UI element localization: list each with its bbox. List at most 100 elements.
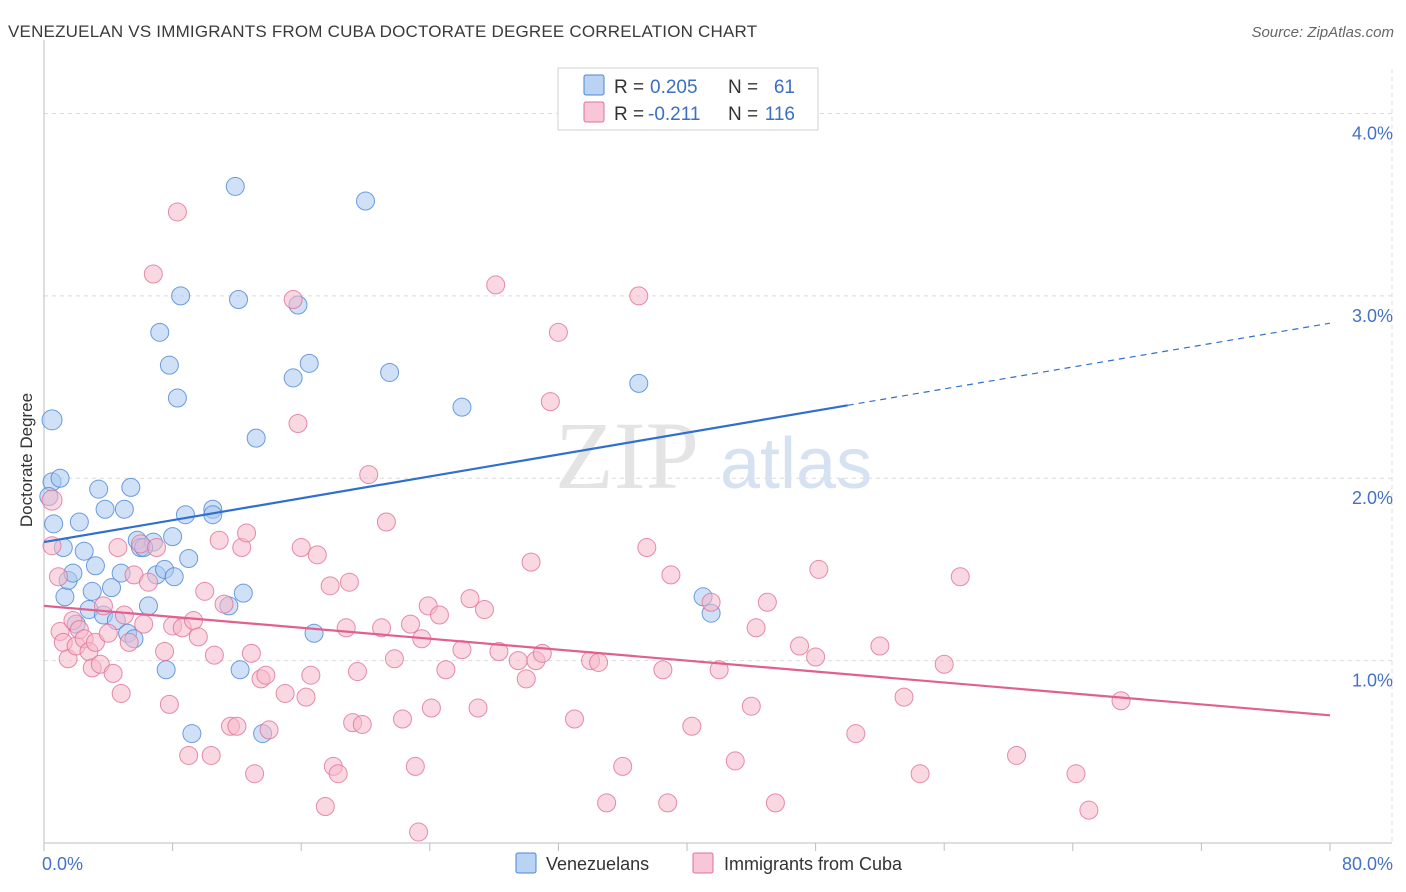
cuba-point-105 <box>741 696 761 716</box>
legend-swatch-venezuelans <box>583 74 605 96</box>
cuba-point-12 <box>85 632 105 652</box>
cuba-point-65 <box>359 465 379 485</box>
venezuelans-point-44 <box>230 660 250 680</box>
venezuelans-point-9 <box>69 512 89 532</box>
cuba-point-33 <box>183 610 203 630</box>
cuba-point-23 <box>134 614 154 634</box>
cuba-point-91 <box>564 709 584 729</box>
cuba-point-45 <box>245 764 265 784</box>
cuba-point-85 <box>516 669 536 689</box>
y-tick-label-0: 1.0% <box>1352 671 1393 691</box>
cuba-point-94 <box>597 793 617 813</box>
cuba-point-114 <box>894 687 914 707</box>
cuba-point-77 <box>436 660 456 680</box>
cuba-point-38 <box>209 530 229 550</box>
cuba-point-98 <box>653 660 673 680</box>
cuba-point-30 <box>167 202 187 222</box>
cuba-point-63 <box>347 662 367 682</box>
cuba-point-102 <box>701 592 721 612</box>
cuba-point-71 <box>405 756 425 776</box>
cuba-point-55 <box>307 545 327 565</box>
y-tick-labels: 1.0% 2.0% 3.0% 4.0% <box>1352 123 1393 690</box>
venezuelans-point-37 <box>179 548 199 568</box>
venezuelans-trend-line <box>43 404 848 544</box>
legend-n-label-0: N = <box>728 77 758 98</box>
cuba-point-93 <box>589 652 609 672</box>
venezuelans-point-35 <box>171 286 191 306</box>
cuba-point-26 <box>147 538 167 558</box>
cuba-point-60 <box>336 618 356 638</box>
venezuelans-point-17 <box>102 578 122 598</box>
bottom-legend-cuba: Immigrants from Cuba <box>724 854 903 874</box>
venezuelans-point-31 <box>163 527 183 547</box>
cuba-point-95 <box>613 756 633 776</box>
venezuelans-point-0 <box>41 409 63 431</box>
axes <box>43 40 1392 851</box>
cuba-point-52 <box>291 538 311 558</box>
source-label: Source: ZipAtlas.com <box>1251 24 1394 41</box>
cuba-point-96 <box>629 286 649 306</box>
venezuelans-point-47 <box>283 368 303 388</box>
legend-n-value-0: 61 <box>774 77 795 98</box>
cuba-point-35 <box>195 581 215 601</box>
venezuelans-point-53 <box>452 397 472 417</box>
venezuelans-point-12 <box>82 581 102 601</box>
cuba-point-81 <box>474 600 494 620</box>
legend-swatch-cuba <box>583 101 605 123</box>
cuba-point-109 <box>790 636 810 656</box>
cuba-point-89 <box>540 392 560 412</box>
venezuelans-point-50 <box>304 623 324 643</box>
cuba-point-112 <box>846 724 866 744</box>
cuba-point-66 <box>372 618 392 638</box>
venezuelans-point-33 <box>159 355 179 375</box>
cuba-point-75 <box>421 698 441 718</box>
cuba-points <box>41 202 1131 842</box>
cuba-point-100 <box>661 565 681 585</box>
cuba-point-34 <box>188 627 208 647</box>
cuba-point-56 <box>315 797 335 817</box>
venezuelans-point-54 <box>629 373 649 393</box>
cuba-point-44 <box>241 643 261 663</box>
cuba-point-70 <box>401 614 421 634</box>
cuba-point-80 <box>468 698 488 718</box>
cuba-point-103 <box>709 660 729 680</box>
venezuelans-point-20 <box>114 499 134 519</box>
legend-n-value-1: 116 <box>765 104 795 125</box>
legend-r-value-0: 0.205 <box>650 77 698 98</box>
cuba-point-79 <box>460 589 480 609</box>
cuba-trend-line <box>43 604 1331 717</box>
cuba-point-76 <box>429 605 449 625</box>
venezuelans-point-52 <box>380 362 400 382</box>
watermark-zip: ZIP <box>555 402 699 509</box>
cuba-point-41 <box>227 716 247 736</box>
cuba-point-113 <box>870 636 890 656</box>
cuba-point-49 <box>275 683 295 703</box>
cuba-point-84 <box>508 651 528 671</box>
cuba-point-82 <box>486 275 506 295</box>
venezuelans-point-14 <box>89 479 109 499</box>
series-legend: Venezuelans Immigrants from Cuba <box>515 852 903 874</box>
cuba-point-78 <box>452 640 472 660</box>
cuba-point-19 <box>114 605 134 625</box>
venezuelans-point-43 <box>233 583 253 603</box>
cuba-point-116 <box>934 654 954 674</box>
cuba-point-111 <box>809 559 829 579</box>
venezuelans-point-13 <box>85 556 105 576</box>
cuba-point-59 <box>328 764 348 784</box>
venezuelans-point-16 <box>95 499 115 519</box>
legend-r-label-1: R = <box>614 104 644 125</box>
cuba-point-51 <box>288 414 308 434</box>
venezuelans-point-49 <box>299 353 319 373</box>
legend-r-value-1: -0.211 <box>648 104 700 125</box>
cuba-point-18 <box>111 683 131 703</box>
cuba-point-61 <box>339 572 359 592</box>
cuba-point-67 <box>376 512 396 532</box>
venezuelans-point-34 <box>167 388 187 408</box>
cuba-point-0 <box>41 489 63 511</box>
cuba-point-50 <box>283 290 303 310</box>
venezuelans-trend-extension <box>847 322 1331 406</box>
y-tick-label-1: 2.0% <box>1352 488 1393 508</box>
cuba-point-64 <box>352 714 372 734</box>
cuba-point-108 <box>765 793 785 813</box>
